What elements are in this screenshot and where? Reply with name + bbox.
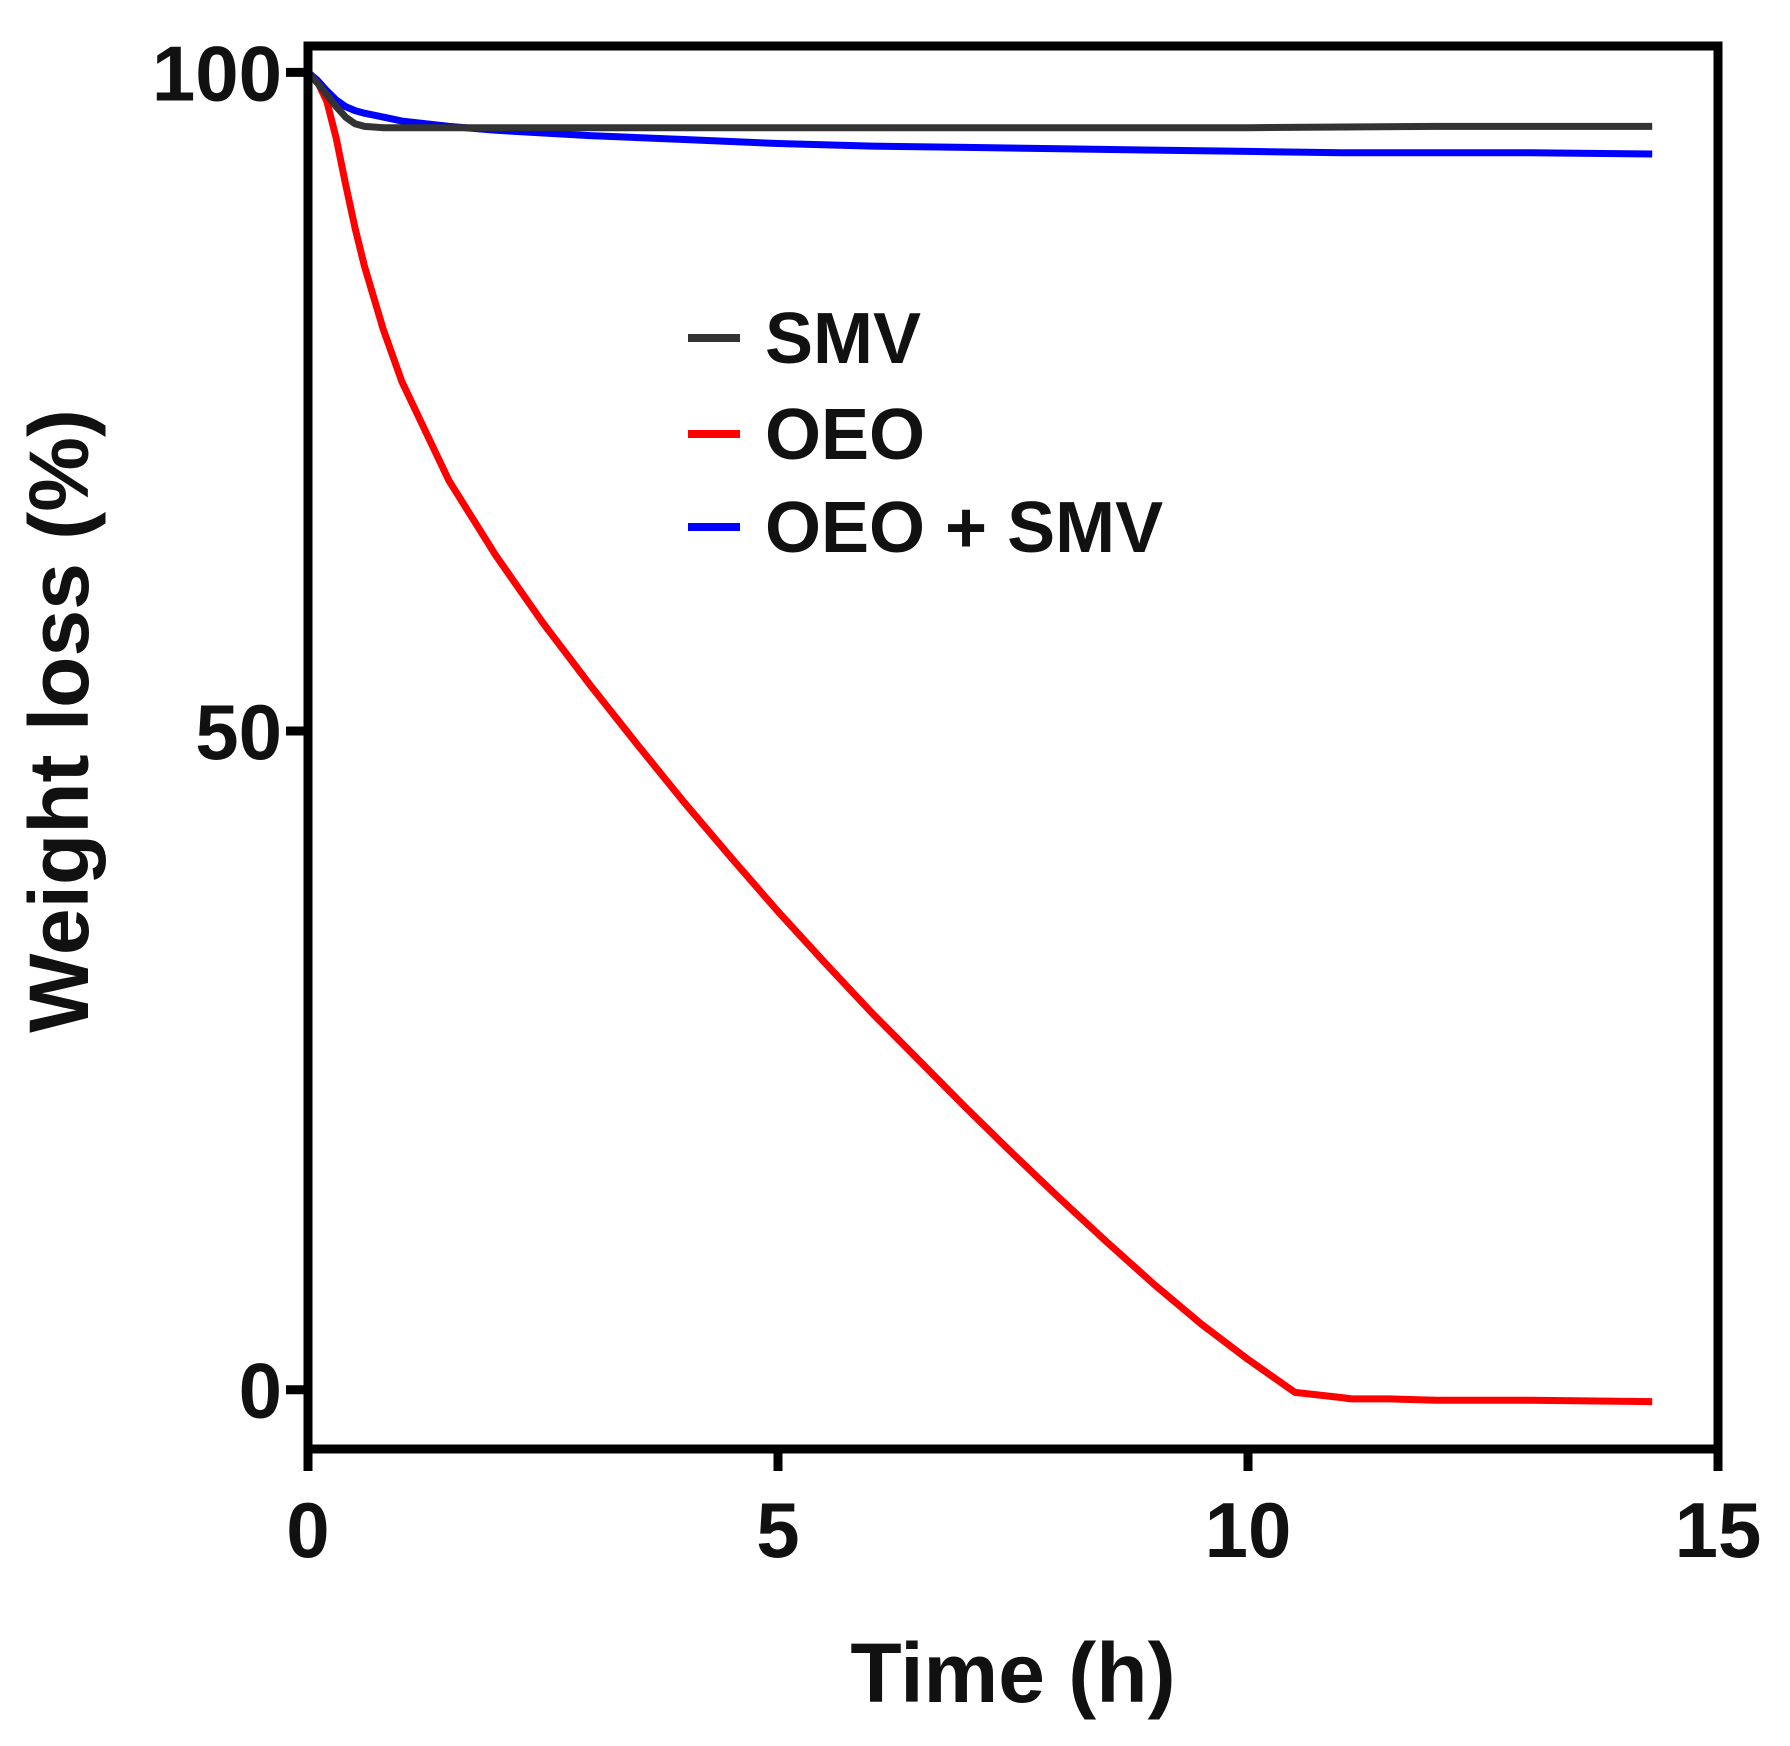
x-tick-label: 15 bbox=[1675, 1486, 1762, 1574]
tick-layer: 0 5 10 15 0 50 100 bbox=[152, 29, 1762, 1574]
legend-label-smv: SMV bbox=[765, 299, 921, 379]
y-tick-label: 0 bbox=[239, 1347, 282, 1435]
y-tick-label: 50 bbox=[195, 688, 282, 776]
x-tick-label: 5 bbox=[756, 1486, 799, 1574]
x-tick-label: 0 bbox=[286, 1486, 329, 1574]
x-tick-label: 10 bbox=[1205, 1486, 1292, 1574]
series-line-oeo-smv bbox=[305, 69, 1653, 158]
plot-frame bbox=[303, 41, 1723, 1454]
y-axis-title: Weight loss (%) bbox=[12, 409, 106, 1033]
x-axis-title: Time (h) bbox=[850, 1626, 1175, 1720]
legend-label-oeo: OEO bbox=[765, 395, 925, 475]
legend: SMV OEO OEO + SMV bbox=[688, 299, 1163, 568]
y-tick-label: 100 bbox=[152, 29, 282, 117]
series-layer bbox=[305, 69, 1653, 1406]
legend-label-oeo-smv: OEO + SMV bbox=[765, 488, 1163, 568]
series-line-smv bbox=[305, 69, 1653, 132]
series-line-oeo bbox=[305, 69, 1653, 1406]
